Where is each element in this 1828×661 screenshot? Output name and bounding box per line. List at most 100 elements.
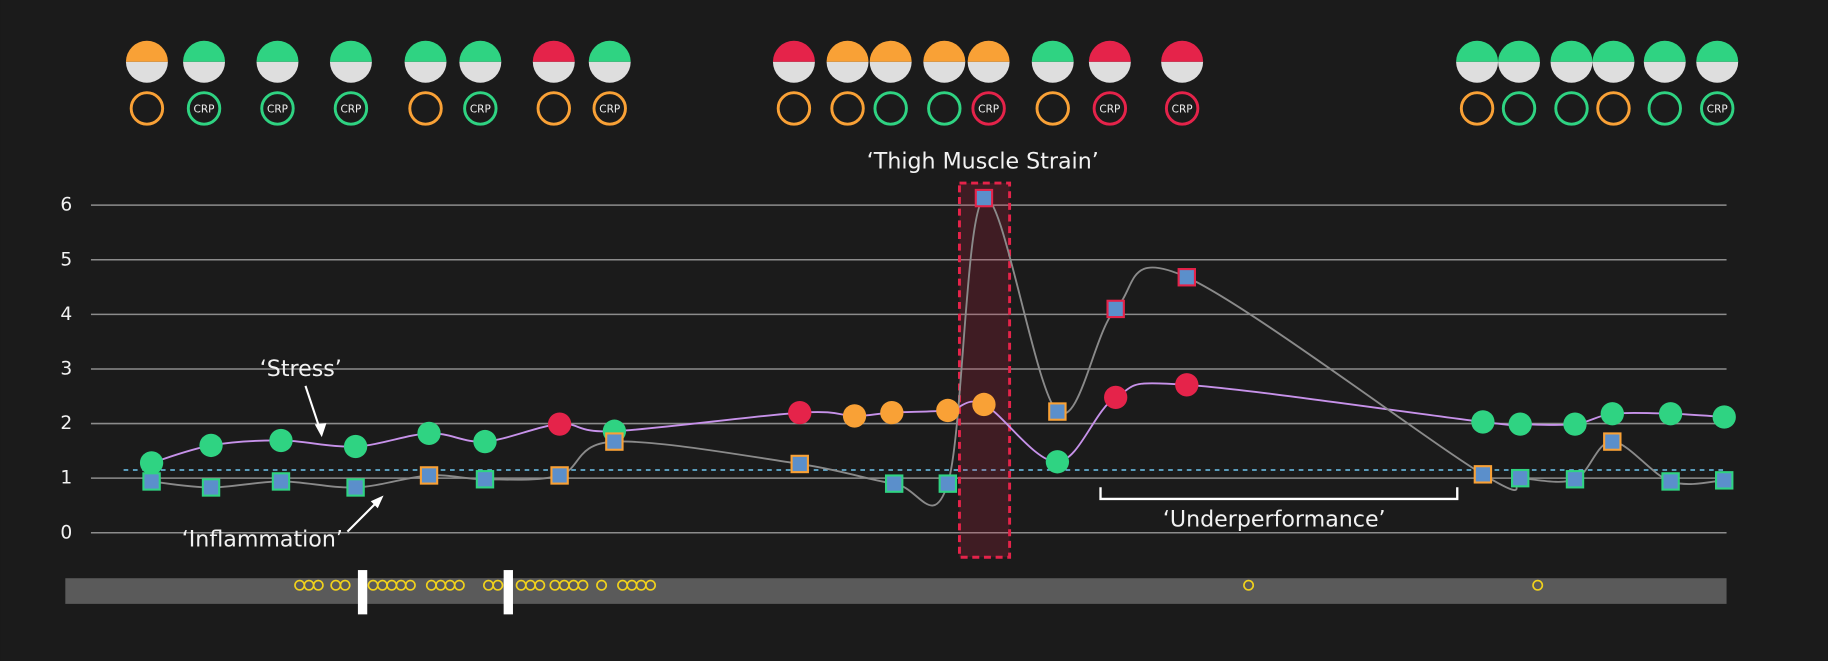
indicator-top [532,40,575,62]
event-marker [645,579,657,591]
stress-point [1508,412,1532,436]
stress-point [1712,405,1736,429]
indicator-bottom [826,61,869,83]
inflammation-point [346,478,365,497]
indicator-bottom [588,61,631,83]
y-tick-label: 3 [60,358,72,379]
indicator-top [1498,40,1541,62]
event-marker [1243,579,1255,591]
y-tick-label: 0 [60,522,72,543]
session-marker [357,570,368,615]
inflammation-point [974,188,994,208]
inflammation-point [419,466,439,485]
inflammation-point [1177,268,1197,287]
indicator-ring [536,91,571,126]
indicator-ring [1092,91,1128,126]
indicator-ring [1596,91,1631,126]
indicator-ring [776,91,812,126]
stress-point [269,428,293,453]
indicator-top [588,40,631,62]
indicator-top [125,40,168,62]
indicator-bottom [1161,61,1204,83]
annotation-arrow [304,385,322,432]
indicator-top [967,40,1010,62]
y-tick-label: 4 [60,304,72,325]
inflammation-point [201,478,221,497]
indicator-ring [927,91,962,126]
indicator-top [1161,40,1204,62]
indicator-ring [592,91,627,126]
annotation: ‘Inflammation’ [182,526,343,552]
stress-point [1471,410,1495,434]
inflammation-point [1510,468,1530,488]
session-marker [503,570,513,615]
indicator-label: CRP [340,104,361,116]
timeline-bar [65,578,1727,604]
event-marker [534,579,546,591]
indicator-label: CRP [599,104,620,116]
indicator-top [1031,40,1074,62]
y-tick-label: 2 [60,413,72,434]
y-tick-label: 1 [60,468,72,489]
indicator-ring [1459,91,1495,126]
indicator-ring [260,91,295,126]
indicator-top [404,40,447,62]
indicator-top [772,40,815,62]
indicator-bottom [125,61,168,83]
event-marker [596,579,608,591]
indicator-bottom [404,61,447,83]
stress-point [936,398,960,423]
indicator-ring [971,91,1006,126]
indicator-top [826,40,869,62]
indicator-bottom [459,61,502,83]
indicator-ring [1501,91,1537,126]
stress-point [473,429,497,454]
inflammation-point [271,472,291,491]
event-marker [1532,579,1544,591]
indicator-ring [1700,91,1735,126]
inflammation-point [475,470,495,489]
indicator-label: CRP [194,104,215,116]
indicator-bottom [1088,61,1131,83]
indicator-label: CRP [267,104,288,116]
arrow-head [314,423,327,438]
inflammation-point [884,474,904,493]
inflammation-point [1661,472,1680,491]
bracket [1099,487,1459,501]
indicator-bottom [923,61,966,83]
indicator-top [1550,40,1593,62]
indicator-ring [333,91,369,126]
y-tick-label: 5 [60,249,72,270]
stress-point [972,392,996,417]
indicator-label: CRP [1707,104,1728,116]
stress-point [1563,412,1587,436]
indicator-ring [1035,91,1070,126]
inflammation-point [1565,470,1585,489]
indicator-top [329,40,372,62]
indicator-ring [873,91,908,126]
strain-highlight [958,181,1012,559]
indicator-bottom [183,61,226,83]
event-marker [453,579,465,591]
indicator-label: CRP [1172,104,1193,116]
indicator-bottom [1592,61,1635,83]
indicator-bottom [1696,61,1739,83]
indicator-label: CRP [978,104,999,116]
annotation: ‘Stress’ [260,356,342,382]
stress-point [788,400,812,425]
indicator-label: CRP [1099,104,1120,116]
y-tick-label: 6 [60,195,72,216]
indicator-top [1456,40,1499,62]
indicator-ring [186,91,222,126]
indicator-ring [1164,91,1200,126]
stress-point [1104,385,1128,410]
indicator-ring [408,91,443,126]
indicator-ring [463,91,498,126]
indicator-ring [129,91,165,126]
stress-point [139,451,164,475]
stress-point [1600,402,1624,426]
indicator-bottom [1643,61,1686,83]
inflammation-point [142,472,161,491]
event-marker [312,579,324,591]
